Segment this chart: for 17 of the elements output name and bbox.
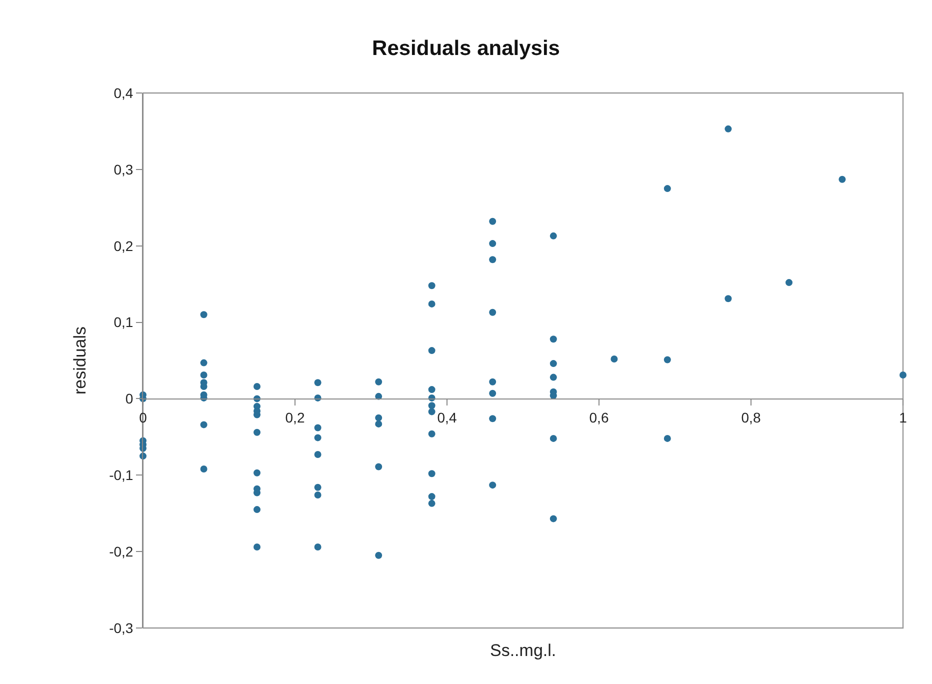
x-tick-label: 0,2 — [285, 410, 305, 426]
x-tick-label: 1 — [899, 410, 908, 426]
x-tick-label: 0 — [139, 410, 148, 426]
y-tick-label: 0,3 — [114, 161, 134, 178]
y-tick-label: 0,4 — [114, 84, 134, 101]
x-tick-label: 0,4 — [437, 410, 457, 426]
y-axis-title: residuals — [70, 326, 90, 395]
y-tick-label: -0,2 — [109, 543, 134, 560]
y-tick-label: 0 — [125, 390, 134, 407]
y-tick-label: 0,2 — [114, 238, 134, 254]
chart-title: Residuals analysis — [372, 37, 560, 60]
x-axis-title: Ss..mg.l. — [490, 641, 556, 660]
y-tick-label: -0,1 — [109, 467, 134, 484]
y-tick-label: 0,1 — [114, 314, 134, 330]
x-tick-label: 0,8 — [741, 410, 761, 426]
x-tick-label: 0,6 — [589, 410, 609, 426]
y-tick-label: -0,3 — [109, 620, 134, 636]
